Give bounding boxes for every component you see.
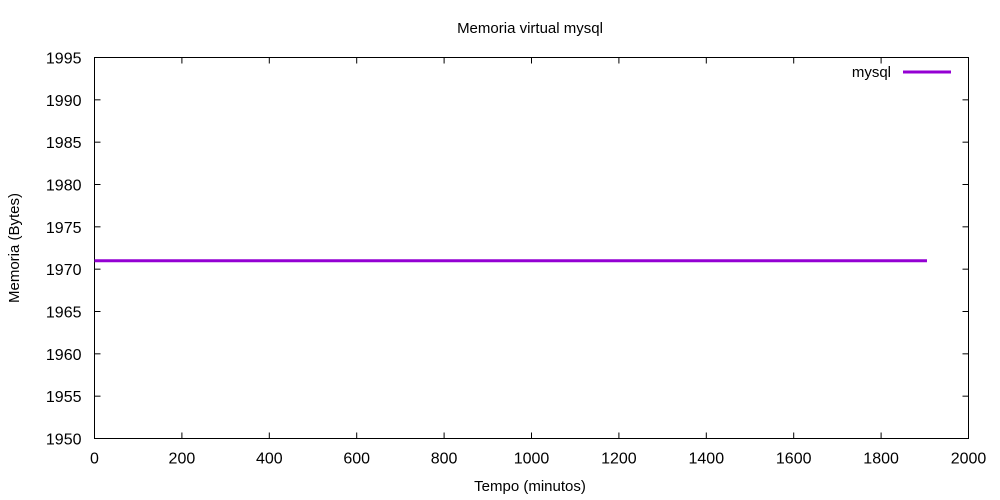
x-tick-label: 800 xyxy=(431,451,458,468)
legend: mysql xyxy=(852,64,951,81)
y-tick-label: 1985 xyxy=(46,135,82,152)
y-tick-label: 1970 xyxy=(46,262,82,279)
x-tick-label: 0 xyxy=(90,451,99,468)
y-tick-label: 1975 xyxy=(46,220,82,237)
y-tick-label: 1995 xyxy=(46,51,82,68)
x-tick-label: 400 xyxy=(256,451,283,468)
x-tick-label: 1000 xyxy=(514,451,550,468)
plot-frame xyxy=(94,57,969,439)
chart-title: Memoria virtual mysql xyxy=(457,20,603,37)
legend-label-mysql: mysql xyxy=(852,64,891,81)
x-tick-label: 1200 xyxy=(601,451,637,468)
x-tick-label: 1800 xyxy=(863,451,899,468)
x-tick-label: 1600 xyxy=(776,451,812,468)
y-tick-label: 1955 xyxy=(46,389,82,406)
x-axis-title: Tempo (minutos) xyxy=(474,478,586,495)
y-tick-label: 1980 xyxy=(46,178,82,195)
x-tick-label: 2000 xyxy=(951,451,987,468)
y-tick-label: 1950 xyxy=(46,432,82,449)
y-axis: 1950 1955 1960 1965 1970 1975 1980 1985 1990 1995 xyxy=(46,51,969,449)
y-tick-label: 1965 xyxy=(46,305,82,322)
x-tick-label: 200 xyxy=(169,451,196,468)
x-tick-label: 1400 xyxy=(689,451,725,468)
y-tick-label: 1960 xyxy=(46,347,82,364)
x-axis: 0 200 400 600 800 1000 1200 1400 1600 1800 2000 xyxy=(90,57,987,468)
y-tick-label: 1990 xyxy=(46,93,82,110)
x-tick-label: 600 xyxy=(343,451,370,468)
y-axis-title: Memoria (Bytes) xyxy=(6,193,23,303)
